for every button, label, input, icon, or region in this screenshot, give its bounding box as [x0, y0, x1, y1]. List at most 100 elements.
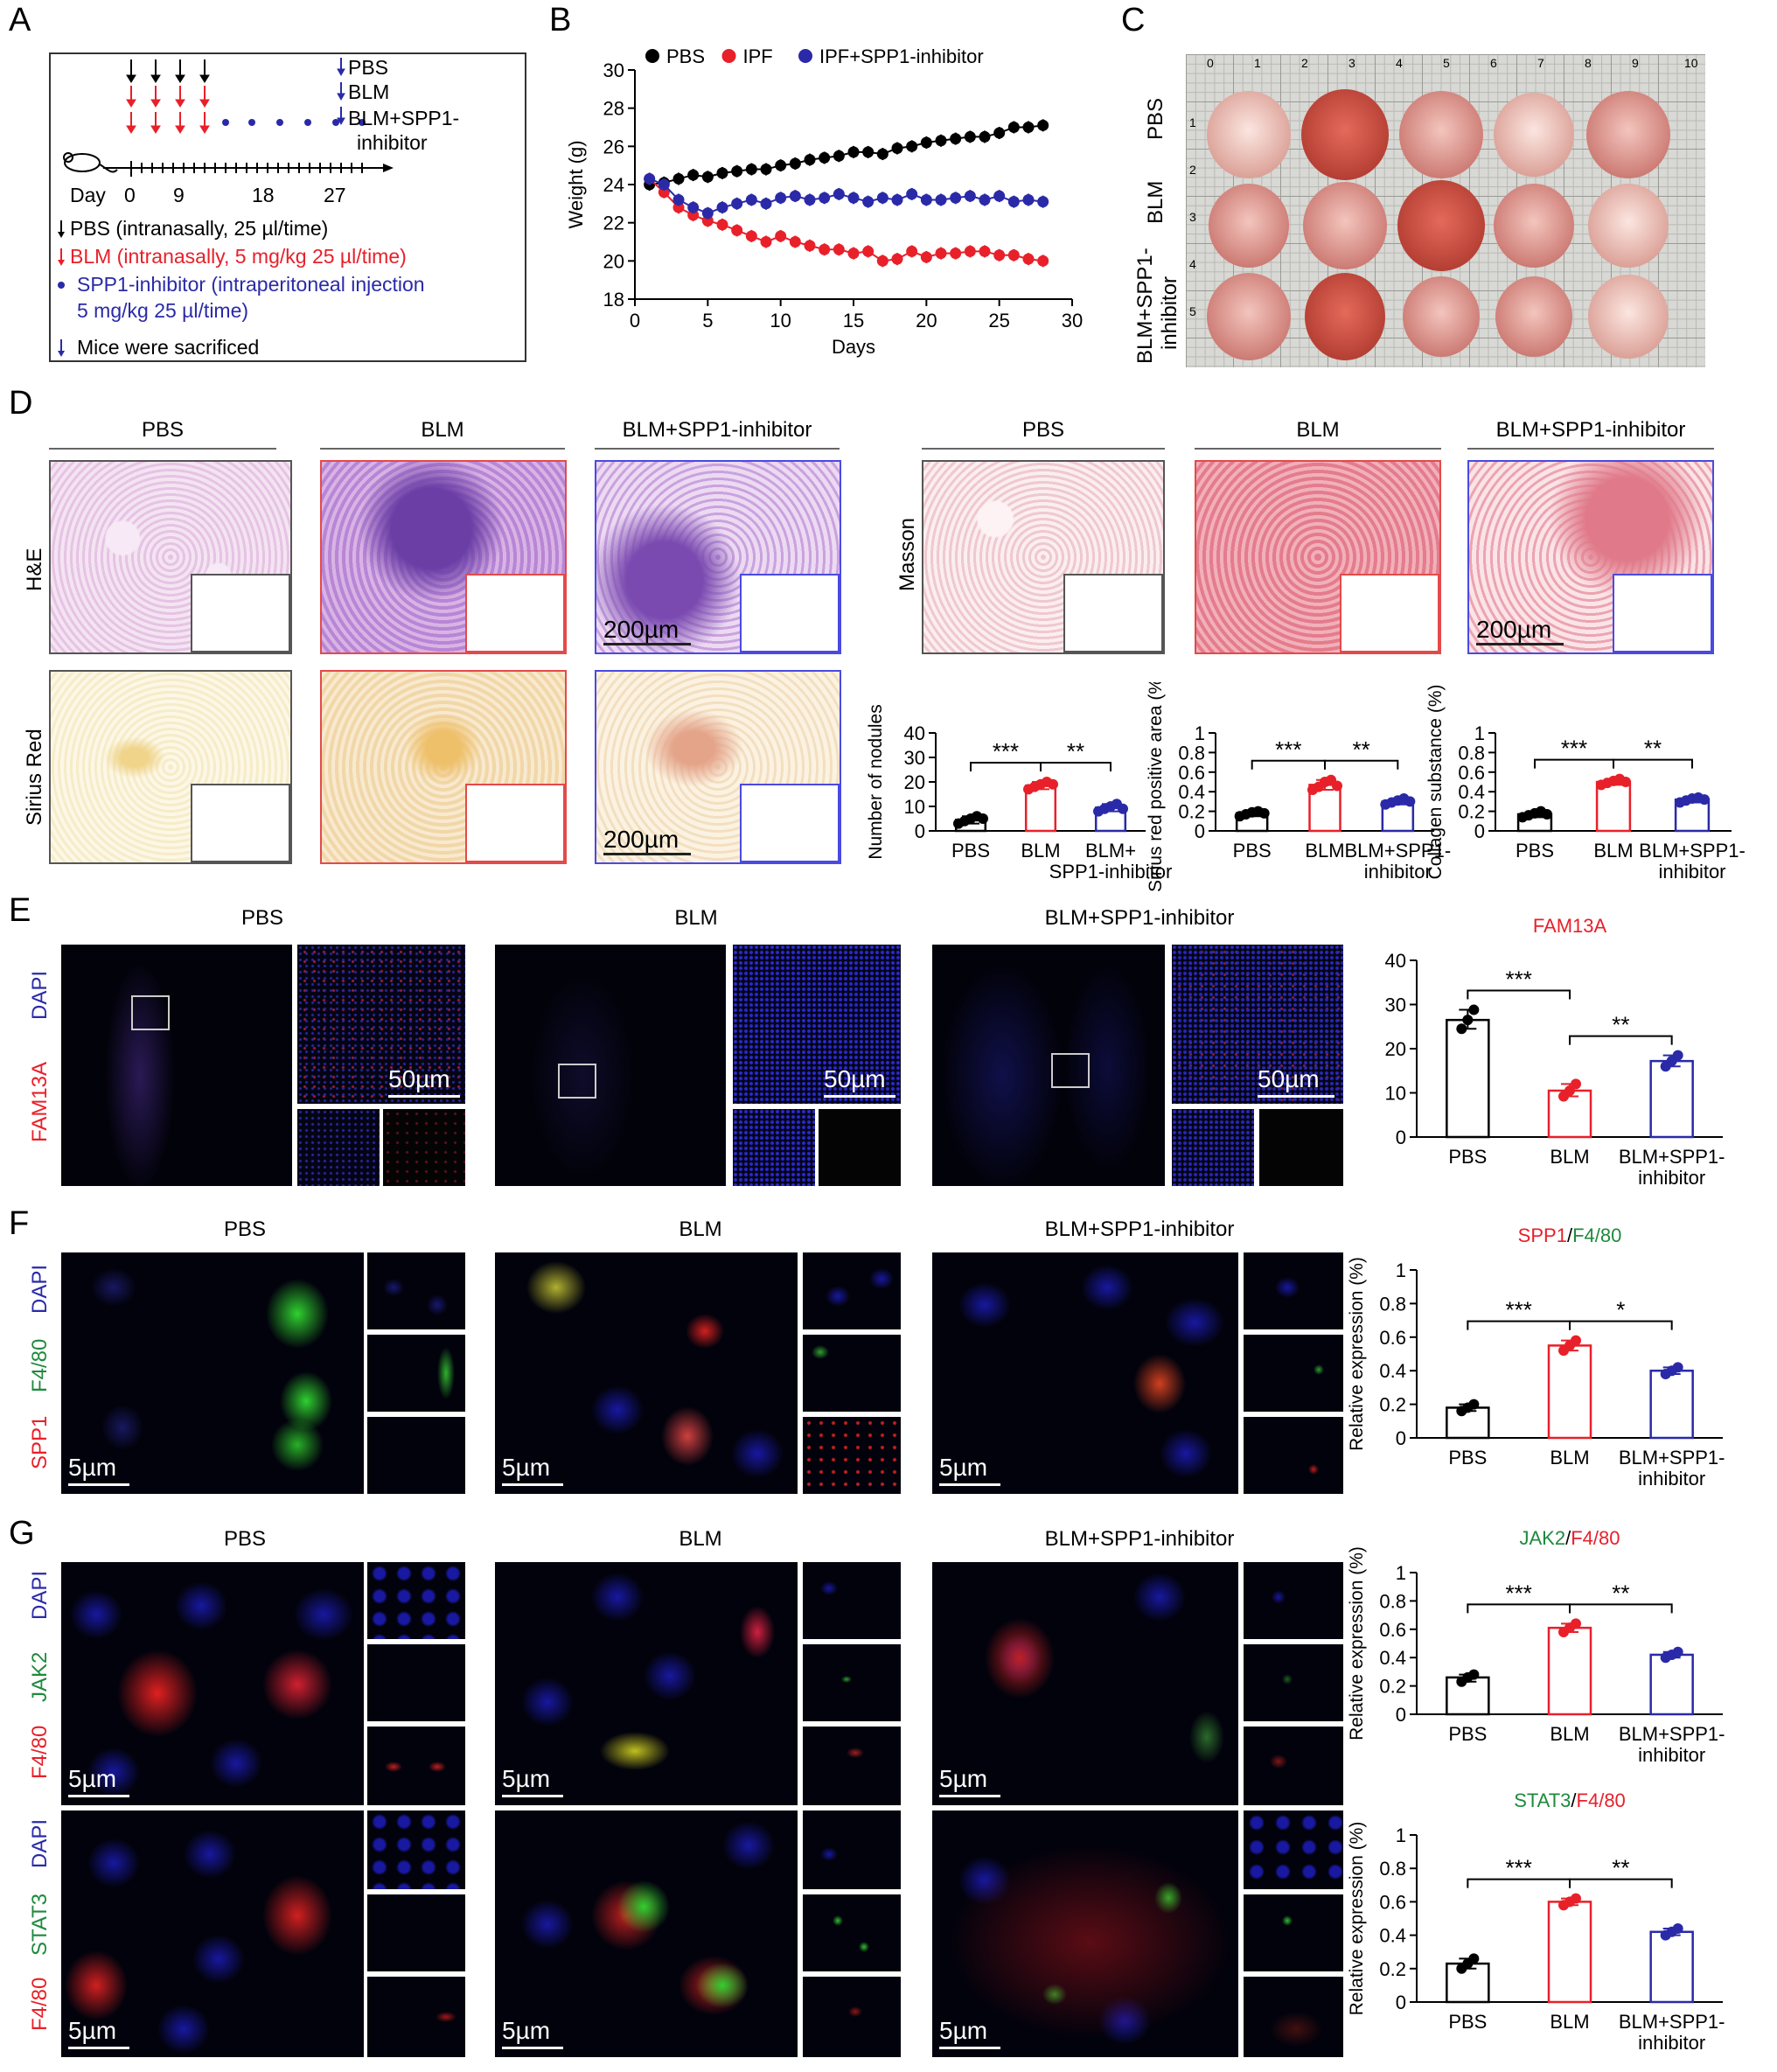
g-jak2-inh-dapi: [1244, 1562, 1343, 1639]
panel-label-a: A: [9, 2, 31, 38]
x-tick-label: SPP1-inhibitor: [1049, 861, 1173, 883]
scale-bar: [939, 2047, 1000, 2049]
note-pbs: PBS (intranasally, 25 µl/time): [70, 217, 329, 240]
x-tick-label: inhibitor: [1638, 1744, 1705, 1766]
legend-marker: [645, 49, 659, 63]
weight-line-chart: 18 20 22 24 26 28 30 0 5 10 15 20 25 30 Days Weight (g)…: [565, 45, 1083, 358]
x-tick-label: BLM: [1550, 2011, 1589, 2033]
y-tick-label: 0.4: [1178, 781, 1205, 803]
he-pbs-image: [49, 460, 292, 654]
lung-row-label-inhibitor-b: inhibitor: [1158, 276, 1181, 350]
x-tick-label: 10: [770, 310, 791, 331]
y-axis-label: Relative expression (%): [1347, 1257, 1367, 1451]
spp1-bar-chart: 0 0.2 0.4 0.6 0.8 1 Relative expression (%) SPP…: [1347, 1224, 1725, 1489]
scale-bar: [603, 853, 691, 855]
he-blm-image: [320, 460, 567, 654]
data-point: [1456, 1023, 1467, 1035]
data-point: [1672, 1050, 1683, 1061]
data-point: [789, 236, 801, 248]
y-tick-label: 0.8: [1178, 742, 1205, 764]
lung-photo: 0 1 2 3 4 5 6 7 8 9 10 1 2 3 4 5: [1186, 54, 1705, 367]
ruler-5: 5: [1443, 56, 1450, 70]
y-tick-label: 0: [1396, 1427, 1406, 1449]
data-point: [833, 243, 845, 255]
significance-bracket: [1569, 1878, 1673, 1888]
bar: [1547, 1089, 1592, 1139]
data-point: [950, 133, 962, 145]
y-tick-label: 1: [1396, 1562, 1406, 1584]
y-tick-label: 1: [1195, 722, 1205, 744]
g-stat3-inh-stat3: [1244, 1894, 1343, 1971]
y-tick-label: 24: [603, 174, 624, 196]
g-jak2-pbs-f480: [367, 1727, 465, 1805]
data-point: [847, 248, 860, 260]
sirius-bar-chart: 00.20.40.60.81 Sirius red positive area (…: [1146, 682, 1451, 892]
x-tick-label: PBS: [951, 840, 990, 862]
series-line: [649, 178, 1043, 214]
scale-bar: [68, 1483, 129, 1486]
significance-bracket: [1569, 1035, 1673, 1045]
x-tick-label: inhibitor: [1658, 861, 1725, 883]
g-stat3-pbs-stat3: [367, 1894, 465, 1971]
scale-text: 5µm: [939, 2017, 988, 2044]
significance-bracket: [1613, 758, 1693, 769]
y-tick-label: 0.4: [1379, 1647, 1406, 1669]
f-header-pbs: PBS: [223, 1217, 267, 1241]
lung-row-inhibitor: [1207, 273, 1669, 360]
data-point: [1258, 807, 1270, 819]
scale-bar: [388, 1095, 460, 1098]
data-point: [701, 207, 714, 220]
side-4: 4: [1189, 257, 1196, 271]
jak2-bar-chart: 0 0.2 0.4 0.6 0.8 1 Relative expression (%) JAK…: [1347, 1527, 1725, 1766]
y-tick-label: 1: [1396, 1824, 1406, 1846]
scale-bar: [939, 1795, 1000, 1797]
scale-bar: [502, 1795, 563, 1797]
data-point: [1037, 255, 1049, 267]
chart-title: STAT3/F4/80: [1514, 1789, 1626, 1811]
legend-marker: [798, 49, 812, 63]
masson-pbs-image: [922, 460, 1165, 654]
y-tick-label: 0.6: [1379, 1619, 1406, 1641]
data-point: [804, 240, 816, 252]
data-point: [1404, 796, 1416, 807]
scale-text: 5µm: [939, 1765, 988, 1792]
e-blm-overview: [495, 945, 726, 1186]
data-point: [1620, 777, 1631, 787]
d-header-pbs-1: PBS: [141, 418, 185, 442]
d-header-line: [595, 448, 840, 450]
ruler-0: 0: [1207, 56, 1214, 70]
data-point: [979, 193, 991, 206]
data-point: [862, 196, 875, 208]
chart-title: SPP1/F4/80: [1518, 1224, 1622, 1246]
masson-blm-inset: [1340, 574, 1439, 652]
g-jak2-blm-merge: 5µm: [495, 1562, 798, 1805]
y-tick-label: 0.4: [1379, 1360, 1406, 1382]
scale-text: 5µm: [68, 1454, 117, 1481]
g-jak2-inh-f480: [1244, 1727, 1343, 1805]
data-point: [979, 130, 991, 143]
g-stat3-pbs-merge: 5µm: [61, 1810, 364, 2057]
day-tick-18: 18: [252, 184, 275, 206]
scale-bar: [502, 2047, 563, 2049]
e-inh-zoom: 50µm: [1172, 945, 1343, 1104]
lung-row-pbs: [1207, 89, 1670, 180]
series-line: [649, 124, 1043, 185]
y-tick-label: 0.4: [1379, 1925, 1406, 1947]
stain-label-f480: F4/80: [28, 1725, 52, 1779]
g-stat3-inh-merge: 5µm: [932, 1810, 1238, 2057]
lung-row-label-inhibitor-a: BLM+SPP1-: [1133, 248, 1157, 364]
data-point: [1564, 1085, 1575, 1096]
x-tick-label: BLM+SPP1-: [1619, 1146, 1725, 1168]
g-stat3-pbs-dapi: [367, 1810, 465, 1889]
scale-text: 5µm: [939, 1454, 988, 1481]
data-point: [731, 224, 743, 236]
f-inh-f480: [1244, 1335, 1343, 1412]
x-tick-label: 5: [702, 310, 713, 331]
data-point: [920, 251, 932, 263]
data-point: [1007, 196, 1020, 208]
data-point: [964, 130, 976, 143]
significance-label: *: [1616, 1297, 1625, 1323]
data-point: [950, 248, 962, 260]
d-header-blm-1: BLM: [421, 418, 464, 442]
x-tick-label: BLM+SPP1-: [1639, 840, 1746, 862]
